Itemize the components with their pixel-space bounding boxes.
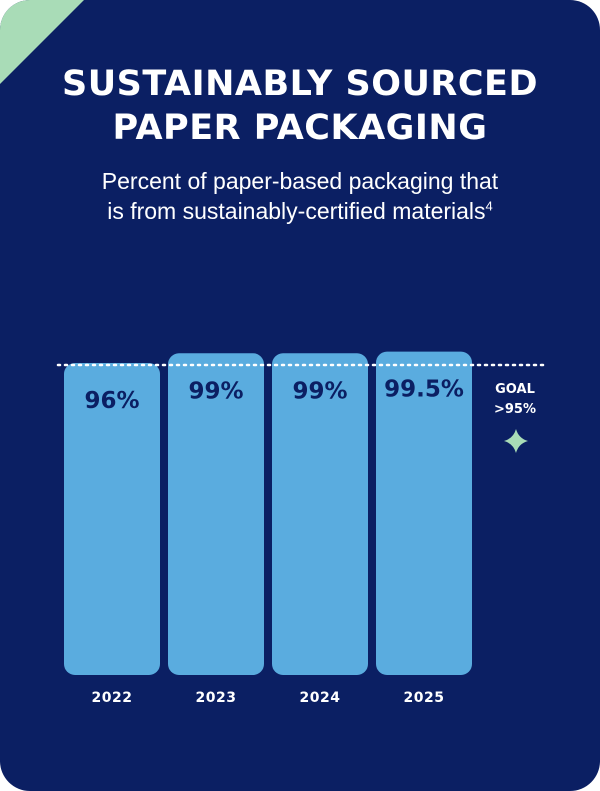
bar-value-label-2025: 99.5% [384, 377, 464, 403]
bar-value-label-2024: 99% [292, 378, 347, 404]
year-label-2024: 2024 [300, 690, 341, 706]
title-line-1: SUSTAINABLY SOURCED [61, 64, 539, 104]
bar-2024 [272, 353, 368, 675]
subtitle-line-2-text: is from sustainably-certified materials [107, 198, 486, 224]
bar-value-label-2022: 96% [84, 388, 139, 414]
sparkle-icon [504, 429, 528, 453]
bar-group-2023: 99% 2023 [168, 353, 264, 706]
year-label-2025: 2025 [404, 690, 445, 706]
subtitle-line-1: Percent of paper-based packaging that [101, 168, 499, 194]
bar-value-label-2023: 99% [188, 378, 243, 404]
chart-title: SUSTAINABLY SOURCED PAPER PACKAGING [0, 62, 600, 150]
bars-layer: 96% 2022 99% 2023 99% 2024 99.5% 2025 [64, 351, 472, 706]
bar-2022 [64, 363, 160, 675]
goal-label: GOAL [495, 382, 535, 397]
bar-group-2024: 99% 2024 [272, 353, 368, 706]
corner-accent [0, 0, 84, 84]
bar-group-2022: 96% 2022 [64, 363, 160, 706]
year-label-2022: 2022 [92, 690, 133, 706]
bar-2025 [376, 351, 472, 675]
bar-group-2025: 99.5% 2025 [376, 351, 472, 706]
title-line-2: PAPER PACKAGING [112, 108, 488, 148]
subtitle-line-2: is from sustainably-certified materials4 [0, 196, 600, 226]
year-label-2023: 2023 [196, 690, 237, 706]
bar-2023 [168, 353, 264, 675]
footnote-marker: 4 [485, 198, 493, 214]
chart-subtitle: Percent of paper-based packaging that is… [0, 166, 600, 226]
goal-value-label: >95% [494, 402, 536, 417]
